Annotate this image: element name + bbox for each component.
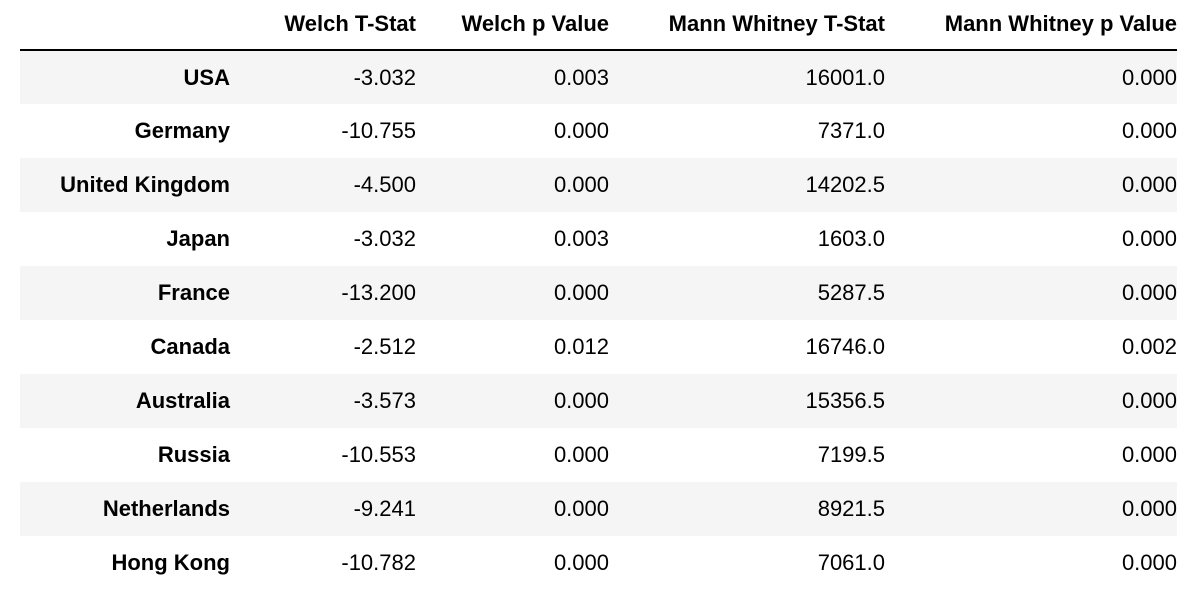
table-row: Hong Kong -10.782 0.000 7061.0 0.000 [20, 536, 1177, 590]
table-row: Germany -10.755 0.000 7371.0 0.000 [20, 104, 1177, 158]
row-label: Canada [150, 334, 230, 359]
index-header [20, 0, 240, 51]
table-row: United Kingdom -4.500 0.000 14202.5 0.00… [20, 158, 1177, 212]
row-label: Hong Kong [111, 550, 230, 575]
mann-whitney-p-value-cell: 0.000 [1121, 496, 1177, 521]
welch-p-value-cell: 0.012 [553, 334, 609, 359]
welch-t-stat-cell: -2.512 [353, 334, 416, 359]
mann-whitney-p-value-cell: 0.002 [1121, 334, 1177, 359]
mann-whitney-t-stat-cell: 5287.5 [817, 280, 885, 305]
welch-t-stat-cell: -3.032 [353, 64, 416, 90]
welch-t-stat-cell: -3.032 [353, 226, 416, 251]
mann-whitney-p-value-cell: 0.000 [1121, 118, 1177, 143]
mann-whitney-p-value-cell: 0.000 [1121, 388, 1177, 413]
table-header: Welch T-Stat Welch p Value Mann Whitney … [20, 0, 1177, 51]
welch-t-stat-cell: -4.500 [353, 172, 416, 197]
welch-p-value-cell: 0.000 [553, 280, 609, 305]
welch-p-value-cell: 0.000 [553, 172, 609, 197]
mann-whitney-t-stat-cell: 15356.5 [805, 388, 885, 413]
welch-p-value-cell: 0.003 [553, 64, 609, 90]
welch-p-value-header: Welch p Value [416, 0, 609, 51]
table-row: Canada -2.512 0.012 16746.0 0.002 [20, 320, 1177, 374]
welch-t-stat-cell: -10.553 [341, 442, 416, 467]
table-row: Japan -3.032 0.003 1603.0 0.000 [20, 212, 1177, 266]
welch-p-value-cell: 0.000 [553, 550, 609, 575]
welch-t-stat-cell: -3.573 [353, 388, 416, 413]
mann-whitney-p-value-cell: 0.000 [1121, 550, 1177, 575]
mann-whitney-t-stat-cell: 16746.0 [805, 334, 885, 359]
mann-whitney-t-stat-cell: 7199.5 [817, 442, 885, 467]
mann-whitney-p-value-cell: 0.000 [1121, 172, 1177, 197]
mann-whitney-t-stat-cell: 14202.5 [805, 172, 885, 197]
welch-t-stat-cell: -9.241 [353, 496, 416, 521]
mann-whitney-t-stat-cell: 7061.0 [817, 550, 885, 575]
row-label: Japan [166, 226, 230, 251]
table-row: Russia -10.553 0.000 7199.5 0.000 [20, 428, 1177, 482]
results-table: Welch T-Stat Welch p Value Mann Whitney … [20, 0, 1177, 590]
row-label: France [157, 280, 230, 305]
table-row: USA -3.032 0.003 16001.0 0.000 [20, 50, 1177, 104]
welch-t-stat-header: Welch T-Stat [240, 0, 416, 51]
mann-whitney-p-value-cell: 0.000 [1121, 442, 1177, 467]
table-body: USA -3.032 0.003 16001.0 0.000 Germany -… [20, 50, 1177, 590]
row-label: USA [183, 64, 230, 90]
header-row: Welch T-Stat Welch p Value Mann Whitney … [20, 0, 1177, 51]
welch-t-stat-cell: -10.782 [341, 550, 416, 575]
row-label: Netherlands [102, 496, 230, 521]
row-label: Australia [135, 388, 230, 413]
table-row: France -13.200 0.000 5287.5 0.000 [20, 266, 1177, 320]
mann-whitney-t-stat-cell: 16001.0 [805, 64, 885, 90]
mann-whitney-t-stat-cell: 1603.0 [817, 226, 885, 251]
mann-whitney-p-value-header: Mann Whitney p Value [885, 0, 1177, 51]
row-label: Germany [134, 118, 230, 143]
table-row: Australia -3.573 0.000 15356.5 0.000 [20, 374, 1177, 428]
mann-whitney-t-stat-header: Mann Whitney T-Stat [609, 0, 885, 51]
results-table-container: Welch T-Stat Welch p Value Mann Whitney … [20, 0, 1177, 590]
table-row: Netherlands -9.241 0.000 8921.5 0.000 [20, 482, 1177, 536]
row-label: United Kingdom [60, 172, 230, 197]
row-label: Russia [157, 442, 230, 467]
mann-whitney-p-value-cell: 0.000 [1121, 64, 1177, 90]
welch-p-value-cell: 0.003 [553, 226, 609, 251]
mann-whitney-t-stat-cell: 8921.5 [817, 496, 885, 521]
mann-whitney-p-value-cell: 0.000 [1121, 280, 1177, 305]
welch-p-value-cell: 0.000 [553, 388, 609, 413]
welch-t-stat-cell: -10.755 [341, 118, 416, 143]
mann-whitney-p-value-cell: 0.000 [1121, 226, 1177, 251]
welch-t-stat-cell: -13.200 [341, 280, 416, 305]
mann-whitney-t-stat-cell: 7371.0 [817, 118, 885, 143]
welch-p-value-cell: 0.000 [553, 496, 609, 521]
welch-p-value-cell: 0.000 [553, 118, 609, 143]
welch-p-value-cell: 0.000 [553, 442, 609, 467]
